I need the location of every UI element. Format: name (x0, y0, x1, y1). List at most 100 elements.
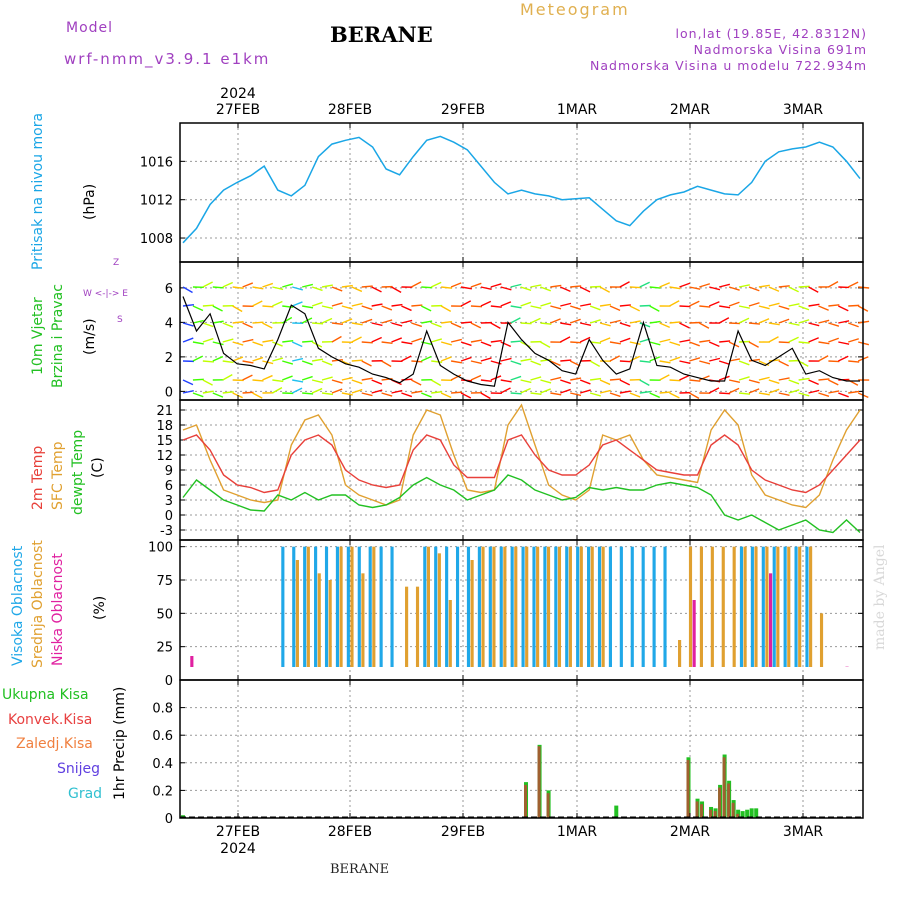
cloud-bar (390, 546, 394, 667)
y-tick-label: -3 (160, 524, 173, 539)
precip-total-bar (745, 809, 750, 818)
wind-arrow (659, 391, 671, 394)
wind-arrow (192, 341, 204, 345)
wind-arrow (182, 286, 193, 294)
cloud-bar (652, 546, 656, 667)
y-tick-label: 0.6 (152, 729, 173, 744)
wind-arrow (748, 302, 760, 307)
wind-arrow (708, 387, 720, 394)
wind-arrow (351, 322, 363, 326)
wind-arrow (272, 300, 283, 307)
precip-grad-label: Grad (68, 786, 103, 802)
cloud-bar (521, 546, 525, 667)
wind-arrow (590, 341, 602, 344)
cloud-bar (554, 546, 558, 667)
cloud-bar (488, 546, 492, 667)
wind-arrow (282, 339, 294, 343)
cloud-bar (568, 546, 572, 667)
y-tick-label: 1016 (140, 155, 173, 170)
wind-arrow (669, 356, 681, 362)
wind-arrow (689, 379, 701, 382)
wind-arrow (818, 378, 830, 381)
wind-arrow (242, 391, 254, 394)
wind-arrow (480, 392, 491, 400)
wind-arrow (212, 320, 224, 324)
wind-arrow (212, 305, 223, 312)
wind-arrow (679, 360, 691, 364)
precip-convective-bar (722, 757, 726, 818)
y-tick-label: 3 (165, 494, 173, 509)
wind-arrow (748, 322, 760, 325)
cloud-bar (525, 546, 529, 667)
model-name: wrf-nmm_v3.9.1 e1km (64, 50, 271, 68)
cloud-bar (601, 546, 605, 667)
wind-arrow (540, 302, 552, 307)
wind-arrow (311, 379, 323, 384)
compass-north: Z (113, 258, 120, 268)
wind-arrow (788, 389, 800, 394)
wind-arrow (659, 360, 671, 364)
wind-arrow (629, 286, 641, 289)
cloud-bar (543, 546, 547, 667)
wind-arrow (719, 305, 731, 309)
wind-arrow (530, 317, 541, 324)
wind-arrow (798, 285, 810, 288)
wind-arrow (550, 318, 561, 324)
wind-arrow (669, 341, 681, 346)
cloud-bar (819, 613, 824, 667)
cloud-bar (445, 546, 449, 667)
y-tick-label: 6 (165, 479, 173, 494)
wind-arrow (381, 392, 393, 397)
wind-arrow (649, 392, 661, 399)
wind-arrow (659, 322, 670, 328)
wind-arrow (411, 322, 423, 328)
wind-arrow (281, 316, 293, 324)
cloud-bar (357, 546, 361, 667)
y-tick-label: 0.2 (152, 784, 173, 799)
wind-arrow (470, 322, 482, 329)
wind-arrow (430, 379, 442, 387)
wind-arrow (331, 388, 343, 394)
wind-arrow (450, 360, 463, 364)
model-elevation-label: Nadmorska Visina u modelu 722.934m (590, 58, 867, 73)
wind-arrow (401, 305, 412, 312)
cloud-bar (776, 546, 780, 667)
pressure-series-line (182, 135, 861, 244)
wind-arrow (480, 341, 492, 347)
wind-arrow (301, 283, 314, 288)
cloud-bar (787, 546, 791, 667)
x-tick-label-bottom: 1MAR (557, 824, 598, 840)
cloud-bar (557, 546, 562, 667)
wind-arrow (669, 286, 681, 290)
x-tick-label-bottom: 27FEB (216, 824, 260, 840)
wind-arrow (520, 387, 531, 394)
wind-arrow (351, 359, 363, 362)
y-tick-label: 50 (156, 607, 173, 622)
cloud-bar (678, 640, 682, 667)
wind-arrow (818, 319, 830, 324)
cloud-bar (699, 546, 703, 667)
wind-arrow (738, 317, 750, 324)
wind-arrow (242, 338, 254, 343)
x-tick-label-bottom: 28FEB (328, 824, 372, 840)
wind-arrow (570, 341, 582, 344)
cloud-bar (423, 546, 427, 667)
wind-arrow (361, 360, 372, 367)
wind-arrow (738, 376, 750, 381)
wind-arrow (182, 337, 194, 343)
wind-arrow (599, 286, 611, 293)
cloud-bar (292, 546, 296, 667)
wind-arrow (202, 379, 213, 386)
precip-snijeg-label: Snijeg (57, 761, 101, 777)
wind-arrow (768, 336, 779, 343)
wind-arrow (371, 286, 382, 293)
wind-arrow (589, 392, 601, 397)
wind-arrow (272, 286, 284, 291)
cloud-bar (514, 546, 518, 667)
y-tick-label: 9 (165, 464, 173, 479)
cloud-bar (641, 546, 645, 667)
cloud-bar (739, 546, 744, 667)
cloud-bar (765, 546, 769, 667)
wind-arrow (540, 379, 552, 384)
wind-arrow (738, 284, 750, 288)
